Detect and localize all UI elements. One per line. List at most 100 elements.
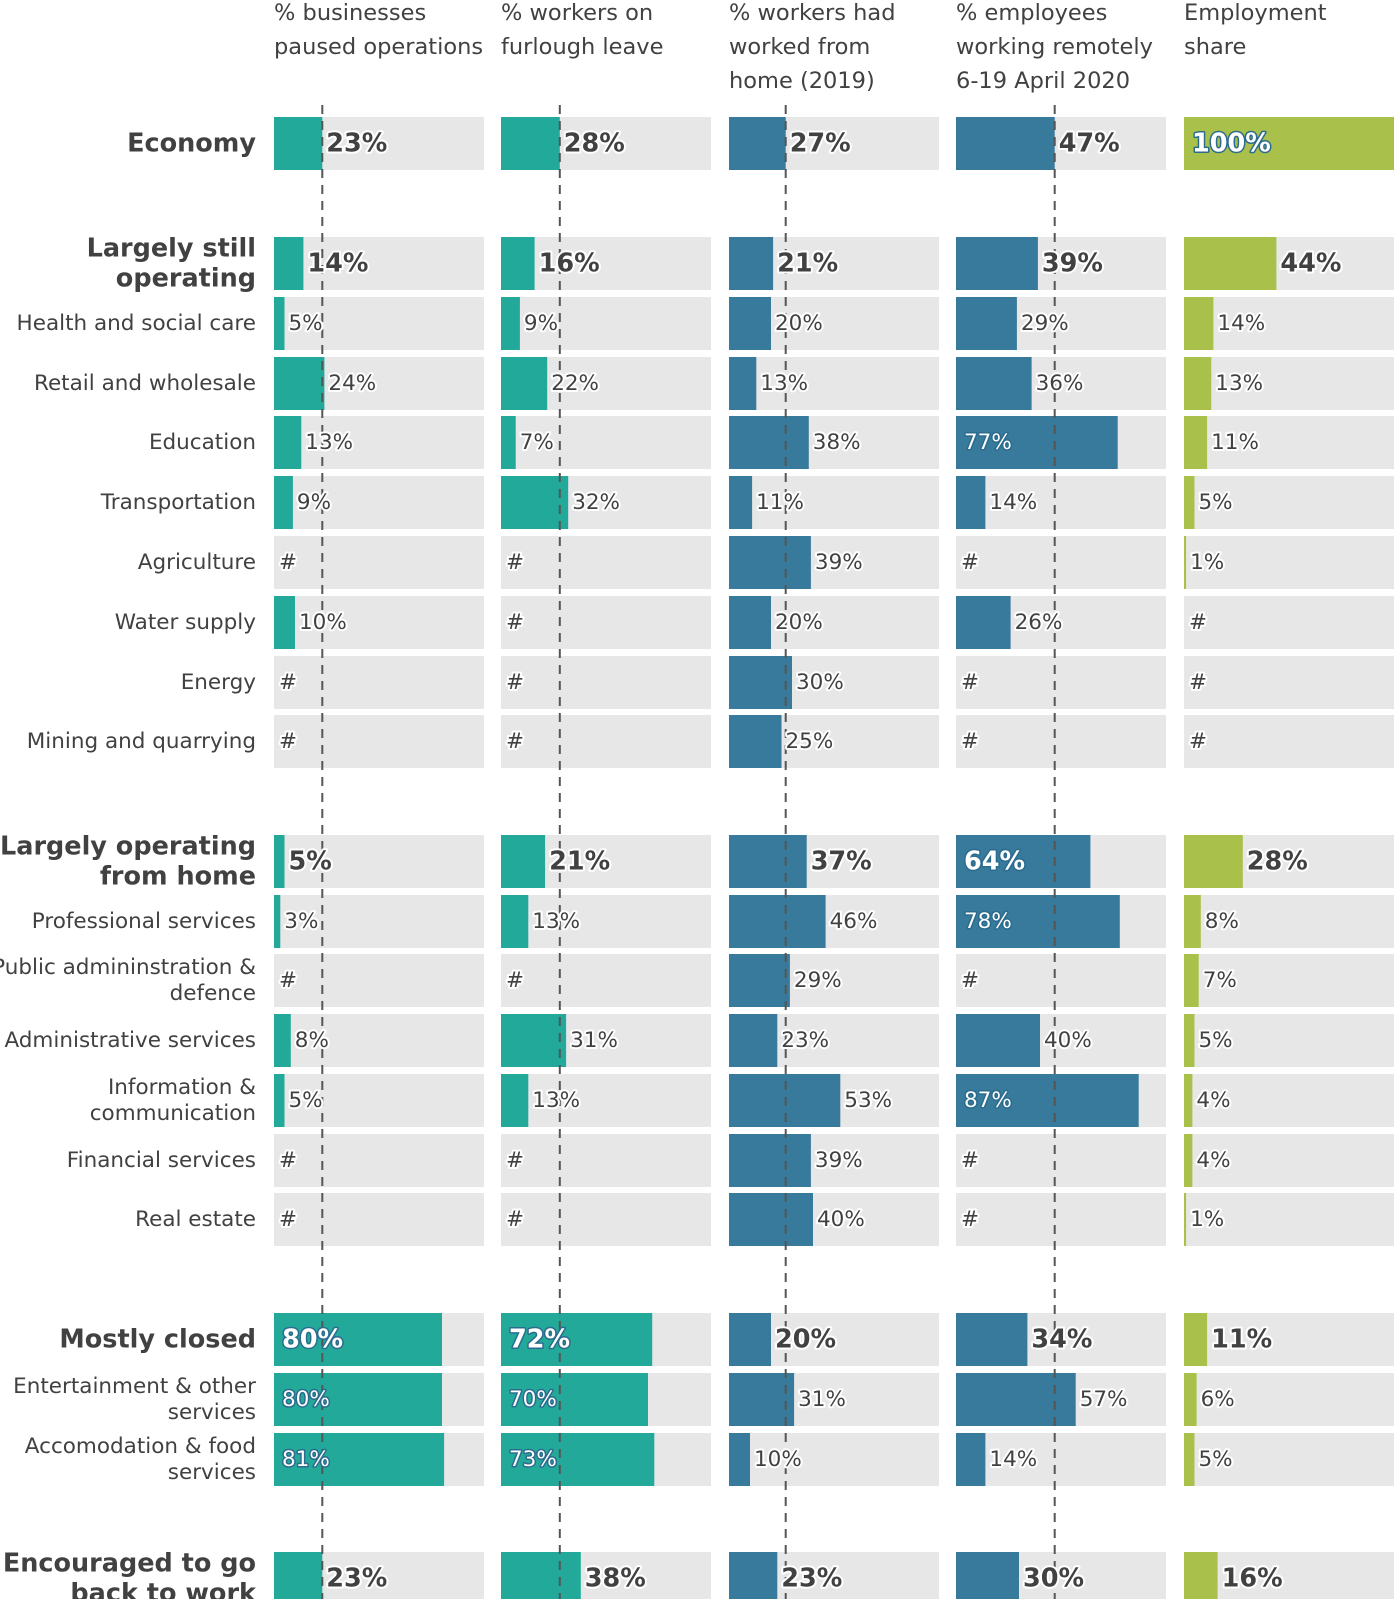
row-label-17: Real estate <box>135 1207 256 1232</box>
bar-r6-c1 <box>274 476 293 529</box>
row-label-20-line-2: services <box>168 1460 256 1485</box>
value-label-r19-c2: 70% <box>509 1387 557 1412</box>
value-label-r5-c3: 38% <box>813 430 861 455</box>
value-label-r21-c1: 23% <box>326 1564 387 1594</box>
row-label-7: Agriculture <box>138 550 256 575</box>
bar-r14-c5 <box>1184 1014 1195 1067</box>
value-label-r16-c2: # <box>506 1148 524 1173</box>
column-headers: % businesses paused operations % workers o… <box>274 0 1327 94</box>
value-label-r6-c2: 32% <box>572 490 620 515</box>
panel-bg-r16-c4 <box>956 1134 1166 1187</box>
bar-r12-c3 <box>729 895 826 948</box>
panel-bg-r21-c5 <box>1184 1552 1394 1599</box>
bar-r2-c1 <box>274 237 304 290</box>
bar-r12-c4 <box>956 895 1120 948</box>
panel-bg-r8-c1 <box>274 596 484 649</box>
row-label-1: Economy <box>127 129 256 159</box>
bar-r15-c2 <box>501 1074 529 1127</box>
panel-bg-r10-c5 <box>1184 715 1394 768</box>
panel-bg-r17-c5 <box>1184 1193 1394 1246</box>
bar-r16-c3 <box>729 1134 811 1187</box>
bar-r7-c3 <box>729 536 811 589</box>
bar-r20-c5 <box>1184 1433 1195 1486</box>
bar-r21-c2 <box>501 1552 581 1599</box>
value-label-r20-c1: 81% <box>282 1447 330 1472</box>
row-label-11-line-1: Largely operating <box>0 832 256 862</box>
panel-bg-r17-c2 <box>501 1193 711 1246</box>
bar-r19-c2 <box>501 1373 648 1426</box>
value-label-r9-c2: # <box>506 670 524 695</box>
value-label-r8-c3: 20% <box>775 610 823 635</box>
row-label-16: Financial services <box>67 1148 256 1173</box>
row-label-18: Mostly closed <box>59 1325 256 1355</box>
value-label-r12-c2: 13% <box>532 909 580 934</box>
panel-bg-r7-c1 <box>274 536 484 589</box>
value-label-r1-c1: 23% <box>326 129 387 159</box>
bar-r2-c3 <box>729 237 774 290</box>
reference-lines <box>321 105 1056 1599</box>
bar-r3-c2 <box>501 297 520 350</box>
bar-r17-c3 <box>729 1193 813 1246</box>
value-label-r12-c3: 46% <box>830 909 878 934</box>
bar-r4-c4 <box>956 357 1032 410</box>
bar-r12-c2 <box>501 895 529 948</box>
value-label-r11-c3: 37% <box>811 847 872 877</box>
row-label-4: Retail and wholesale <box>34 371 256 396</box>
bar-r18-c1 <box>274 1313 442 1366</box>
bar-r15-c4 <box>956 1074 1139 1127</box>
value-label-r16-c3: 39% <box>815 1148 863 1173</box>
bar-panels <box>274 117 1394 1599</box>
bar-r2-c5 <box>1184 237 1277 290</box>
bar-r10-c3 <box>729 715 782 768</box>
value-labels: 23% 28% 27% 47% 100% 14% 16% 21% 39% 44% 5% 9% 20% 29… <box>277 127 1343 1596</box>
value-label-r14-c4: 40% <box>1044 1028 1092 1053</box>
panel-bg-r9-c4 <box>956 656 1166 709</box>
panel-bg-r7-c2 <box>501 536 711 589</box>
bar-r2-c4 <box>956 237 1038 290</box>
row-label-10: Mining and quarrying <box>27 729 256 754</box>
value-label-r1-c4: 47% <box>1059 129 1120 159</box>
value-label-r15-c5: 4% <box>1196 1088 1230 1113</box>
panel-bg-r11-c1 <box>274 835 484 888</box>
row-label-3: Health and social care <box>17 311 256 336</box>
bar-r2-c2 <box>501 237 535 290</box>
row-label-15-line-1: Information & <box>108 1075 256 1100</box>
row-label-12: Professional services <box>32 909 256 934</box>
row-label-21-line-2: back to work <box>70 1579 257 1599</box>
value-label-r4-c3: 13% <box>760 371 808 396</box>
value-label-r15-c3: 53% <box>844 1088 892 1113</box>
row-label-20-line-1: Accomodation & food <box>25 1434 256 1459</box>
bar-r20-c4 <box>956 1433 986 1486</box>
bar-r12-c5 <box>1184 895 1201 948</box>
bar-r5-c5 <box>1184 416 1208 469</box>
value-label-r2-c3: 21% <box>777 249 838 279</box>
panel-bg-r4-c5 <box>1184 357 1394 410</box>
panel-bg-r7-c4 <box>956 536 1166 589</box>
value-label-r17-c1: # <box>279 1207 297 1232</box>
bar-r8-c4 <box>956 596 1011 649</box>
bar-r15-c5 <box>1184 1074 1193 1127</box>
column-header-4-line-3: 6-19 April 2020 <box>956 68 1130 94</box>
column-header-5-line-1: Employment <box>1184 0 1327 26</box>
value-label-r10-c3: 25% <box>786 729 834 754</box>
column-header-5-line-2: share <box>1184 34 1246 60</box>
bar-r11-c5 <box>1184 835 1243 888</box>
row-label-14: Administrative services <box>4 1028 256 1053</box>
row-label-15-line-2: communication <box>90 1101 256 1126</box>
value-label-r10-c1: # <box>279 729 297 754</box>
panel-bg-r10-c2 <box>501 715 711 768</box>
value-label-r4-c4: 36% <box>1036 371 1084 396</box>
panel-bg-r16-c2 <box>501 1134 711 1187</box>
panel-bg-r15-c2 <box>501 1074 711 1127</box>
panel-bg-r3-c5 <box>1184 297 1394 350</box>
bar-r1-c2 <box>501 117 560 170</box>
bar-r18-c5 <box>1184 1313 1208 1366</box>
column-header-3-line-1: % workers had <box>729 0 895 26</box>
row-label-21-line-1: Encouraged to go <box>3 1549 256 1579</box>
value-label-r14-c3: 23% <box>781 1028 829 1053</box>
panel-bg-r13-c4 <box>956 954 1166 1007</box>
bar-r12-c1 <box>274 895 281 948</box>
value-label-r7-c1: # <box>279 550 297 575</box>
value-label-r6-c5: 5% <box>1199 490 1233 515</box>
panel-bg-r2-c1 <box>274 237 484 290</box>
